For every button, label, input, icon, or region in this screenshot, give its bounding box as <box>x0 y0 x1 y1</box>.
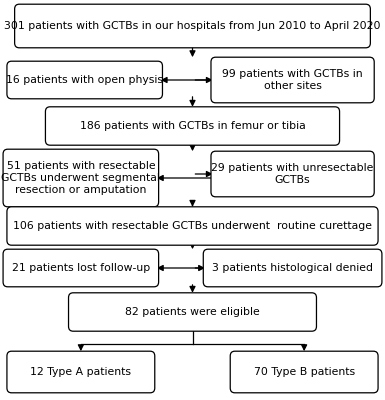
FancyBboxPatch shape <box>3 249 159 287</box>
Text: 29 patients with unresectable
GCTBs: 29 patients with unresectable GCTBs <box>211 163 374 185</box>
FancyBboxPatch shape <box>15 4 370 48</box>
Text: 3 patients histological denied: 3 patients histological denied <box>212 263 373 273</box>
FancyBboxPatch shape <box>69 293 316 331</box>
FancyBboxPatch shape <box>7 207 378 245</box>
FancyBboxPatch shape <box>7 61 162 99</box>
Text: 186 patients with GCTBs in femur or tibia: 186 patients with GCTBs in femur or tibi… <box>80 121 305 131</box>
Text: 106 patients with resectable GCTBs underwent  routine curettage: 106 patients with resectable GCTBs under… <box>13 221 372 231</box>
FancyBboxPatch shape <box>211 57 374 103</box>
Text: 16 patients with open physis: 16 patients with open physis <box>6 75 163 85</box>
Text: 70 Type B patients: 70 Type B patients <box>254 367 355 377</box>
FancyBboxPatch shape <box>230 351 378 393</box>
FancyBboxPatch shape <box>203 249 382 287</box>
Text: 12 Type A patients: 12 Type A patients <box>30 367 131 377</box>
FancyBboxPatch shape <box>211 151 374 197</box>
FancyBboxPatch shape <box>45 107 340 145</box>
FancyBboxPatch shape <box>7 351 155 393</box>
FancyBboxPatch shape <box>3 149 159 207</box>
Text: 301 patients with GCTBs in our hospitals from Jun 2010 to April 2020: 301 patients with GCTBs in our hospitals… <box>4 21 381 31</box>
Text: 51 patients with resectable
GCTBs underwent segmental
resection or amputation: 51 patients with resectable GCTBs underw… <box>2 161 160 194</box>
Text: 21 patients lost follow-up: 21 patients lost follow-up <box>12 263 150 273</box>
Text: 82 patients were eligible: 82 patients were eligible <box>125 307 260 317</box>
Text: 99 patients with GCTBs in
other sites: 99 patients with GCTBs in other sites <box>222 69 363 91</box>
